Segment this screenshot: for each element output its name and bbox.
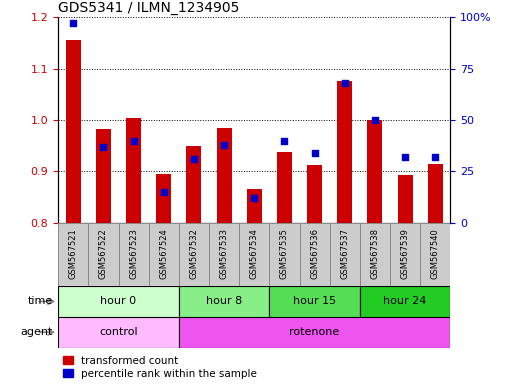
- Text: GSM567534: GSM567534: [249, 228, 258, 278]
- Text: hour 8: hour 8: [206, 296, 242, 306]
- Text: GSM567539: GSM567539: [400, 228, 409, 278]
- Bar: [178, 286, 269, 317]
- Point: [220, 142, 228, 148]
- Bar: [329, 223, 359, 286]
- Bar: [178, 223, 209, 286]
- Bar: [359, 223, 389, 286]
- Point: [400, 154, 409, 160]
- Bar: [397, 175, 412, 223]
- Point: [129, 137, 137, 144]
- Bar: [58, 286, 178, 317]
- Point: [99, 144, 107, 150]
- Bar: [239, 223, 269, 286]
- Bar: [126, 118, 141, 223]
- Bar: [336, 81, 351, 223]
- Text: GSM567538: GSM567538: [370, 228, 379, 279]
- Point: [250, 195, 258, 201]
- Bar: [156, 174, 171, 223]
- Bar: [359, 286, 449, 317]
- Text: GSM567523: GSM567523: [129, 228, 138, 278]
- Bar: [276, 152, 291, 223]
- Point: [340, 80, 348, 86]
- Bar: [118, 223, 148, 286]
- Point: [310, 150, 318, 156]
- Text: GSM567536: GSM567536: [310, 228, 319, 279]
- Bar: [96, 129, 111, 223]
- Text: GSM567537: GSM567537: [339, 228, 348, 279]
- Bar: [299, 223, 329, 286]
- Text: GSM567532: GSM567532: [189, 228, 198, 278]
- Point: [69, 20, 77, 26]
- Text: GSM567524: GSM567524: [159, 228, 168, 278]
- Bar: [209, 223, 239, 286]
- Text: GSM567521: GSM567521: [69, 228, 78, 278]
- Bar: [269, 223, 299, 286]
- Text: time: time: [28, 296, 53, 306]
- Text: GDS5341 / ILMN_1234905: GDS5341 / ILMN_1234905: [58, 1, 239, 15]
- Bar: [58, 223, 88, 286]
- Point: [370, 117, 378, 123]
- Bar: [88, 223, 118, 286]
- Bar: [148, 223, 178, 286]
- Bar: [389, 223, 419, 286]
- Bar: [186, 146, 201, 223]
- Text: GSM567535: GSM567535: [279, 228, 288, 278]
- Point: [280, 137, 288, 144]
- Text: hour 15: hour 15: [292, 296, 335, 306]
- Point: [430, 154, 438, 160]
- Text: rotenone: rotenone: [289, 327, 339, 337]
- Text: control: control: [99, 327, 137, 337]
- Text: hour 0: hour 0: [100, 296, 136, 306]
- Bar: [246, 189, 261, 223]
- Bar: [58, 317, 178, 348]
- Legend: transformed count, percentile rank within the sample: transformed count, percentile rank withi…: [63, 356, 257, 379]
- Bar: [307, 165, 322, 223]
- Text: GSM567540: GSM567540: [430, 228, 439, 278]
- Bar: [367, 120, 382, 223]
- Point: [160, 189, 168, 195]
- Bar: [216, 128, 231, 223]
- Point: [189, 156, 197, 162]
- Text: GSM567533: GSM567533: [219, 228, 228, 279]
- Text: hour 24: hour 24: [383, 296, 426, 306]
- Bar: [66, 40, 81, 223]
- Bar: [419, 223, 449, 286]
- Bar: [269, 286, 359, 317]
- Text: GSM567522: GSM567522: [99, 228, 108, 278]
- Text: agent: agent: [21, 327, 53, 337]
- Bar: [427, 164, 442, 223]
- Bar: [178, 317, 449, 348]
